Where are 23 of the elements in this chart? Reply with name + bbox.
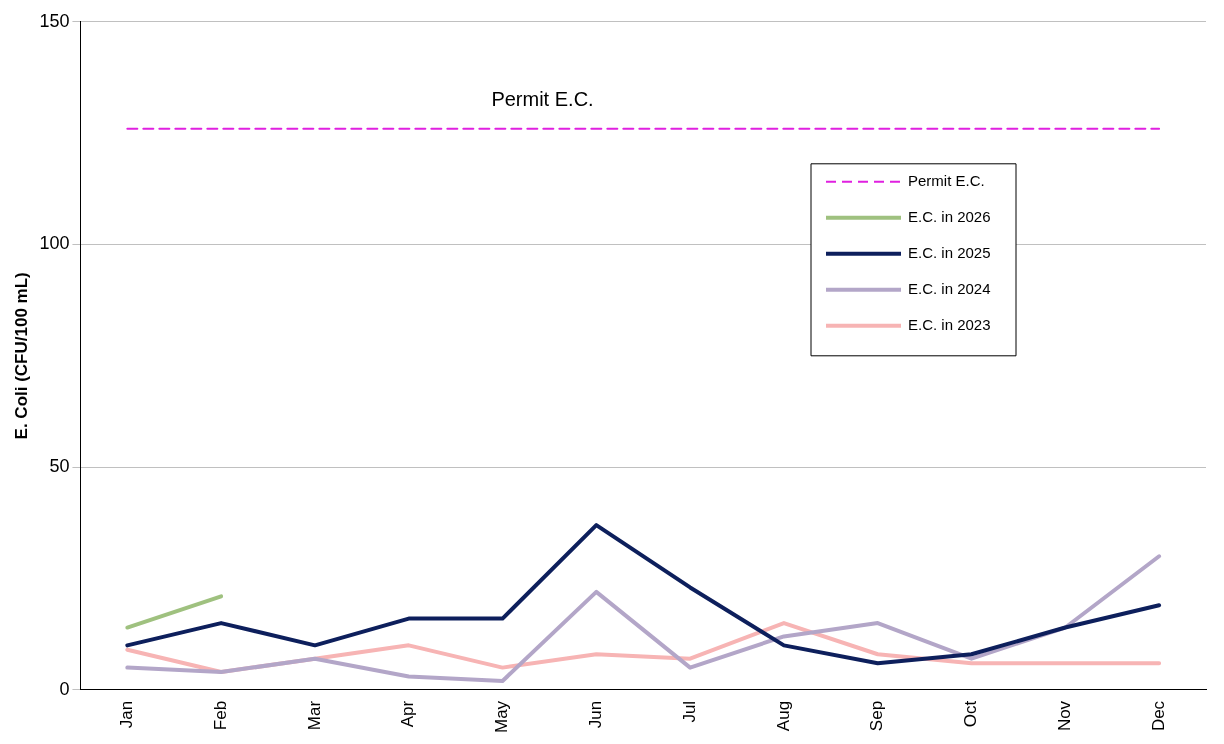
- x-tick-label: Aug: [773, 700, 793, 732]
- legend-label: E.C. in 2026: [908, 207, 991, 225]
- x-tick-label: Sep: [867, 700, 887, 732]
- x-tick-label: Oct: [961, 700, 981, 728]
- legend-label: E.C. in 2024: [908, 279, 991, 297]
- legend-label: E.C. in 2025: [908, 243, 991, 261]
- x-tick-label: Jul: [679, 700, 699, 723]
- x-tick-label: Jan: [117, 700, 137, 729]
- x-tick-label: Mar: [304, 700, 324, 731]
- legend-label: Permit E.C.: [908, 171, 985, 189]
- y-axis-title: E. Coli (CFU/100 mL): [11, 272, 31, 440]
- x-tick-label: Apr: [398, 700, 418, 728]
- y-tick-label: 50: [49, 456, 70, 477]
- x-tick-label: Feb: [210, 700, 230, 731]
- y-tick-label: 150: [39, 10, 70, 31]
- annotation: Permit E.C.: [491, 88, 594, 111]
- legend-label: E.C. in 2023: [908, 315, 991, 333]
- x-tick-label: Dec: [1148, 700, 1168, 732]
- y-tick-label: 100: [39, 233, 70, 254]
- x-tick-label: Jun: [586, 700, 605, 729]
- x-tick-label: Nov: [1054, 700, 1074, 732]
- x-tick-label: May: [492, 700, 512, 734]
- y-tick-label: 0: [59, 678, 70, 699]
